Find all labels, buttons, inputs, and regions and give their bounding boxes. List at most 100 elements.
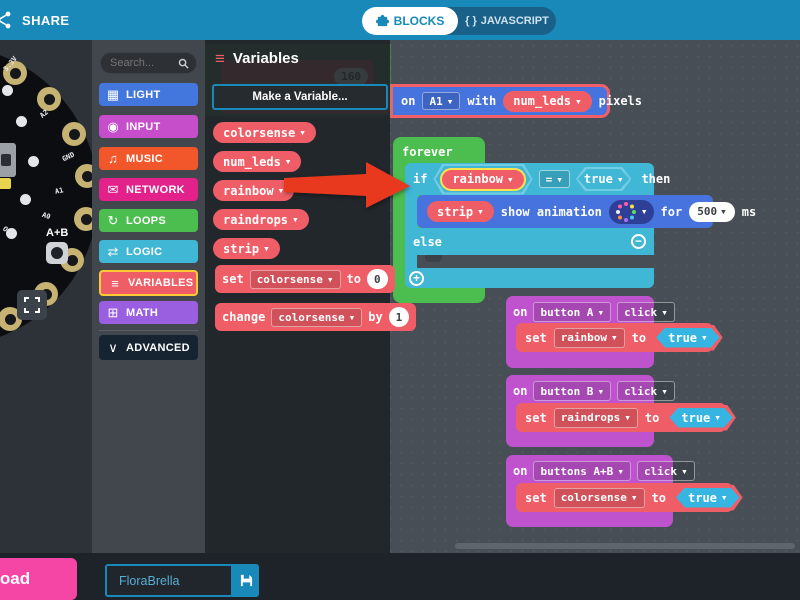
chevron-down-icon: ▾ — [597, 384, 605, 398]
variables-lines-icon: ≡ — [111, 275, 119, 291]
animation-dropdown[interactable]: ▾ — [608, 199, 654, 224]
chevron-down-icon: ▾ — [284, 155, 292, 168]
set-variable-dropdown[interactable]: raindrops ▾ — [553, 407, 638, 428]
bottom-bar: Download — [0, 553, 800, 600]
block-set-rainbow[interactable]: set rainbow ▾ to true ▾ — [516, 323, 713, 352]
search-input[interactable] — [108, 56, 178, 70]
variables-flyout-content: ≡ Variables Make a Variable... colorsens… — [205, 40, 417, 553]
variable-strip-pill[interactable]: strip ▾ — [427, 201, 494, 222]
header-bar: SHARE BLOCKS { } JAVASCRIPT — [0, 0, 800, 40]
sidebar-item-math[interactable]: ⊞ MATH — [99, 301, 198, 324]
variable-pill-rainbow[interactable]: rainbow ▾ — [213, 180, 295, 201]
event-source-dropdown[interactable]: button B ▾ — [533, 381, 612, 401]
sidebar-item-light[interactable]: ▦ LIGHT — [99, 83, 198, 106]
true-dropdown[interactable]: true ▾ — [656, 328, 720, 348]
tab-blocks[interactable]: BLOCKS — [362, 7, 458, 35]
event-source-dropdown[interactable]: buttons A+B ▾ — [533, 461, 631, 481]
neopixel-led — [2, 85, 13, 96]
block-if-bottom-row[interactable]: + — [405, 268, 654, 288]
sidebar-item-variables-selected[interactable]: ≡ VARIABLES — [99, 270, 198, 296]
board-pad[interactable] — [0, 307, 22, 331]
set-variable-dropdown[interactable]: colorsense ▾ — [249, 269, 341, 289]
block-set-colorsense[interactable]: set colorsense ▾ to true ▾ — [516, 483, 733, 512]
sidebar-item-loops[interactable]: ↻ LOOPS — [99, 209, 198, 232]
block-set-variable[interactable]: set colorsense ▾ to 0 — [215, 265, 395, 293]
variable-num-leds-pill[interactable]: num_leds ▾ — [503, 90, 592, 112]
chevron-down-icon: ▾ — [575, 94, 582, 108]
block-if-row[interactable]: if rainbow ▾ = ▾ true ▾ then — [405, 163, 670, 195]
project-name-widget — [105, 564, 259, 597]
chevron-down-icon: ▾ — [292, 213, 299, 226]
if-left-spine — [405, 195, 418, 228]
variable-pill-num-leds[interactable]: num_leds ▾ — [213, 151, 302, 172]
save-button[interactable] — [233, 564, 259, 597]
variables-category-icon: ≡ — [215, 49, 225, 68]
pin-dropdown[interactable]: A1 ▾ — [422, 92, 461, 110]
ab-button[interactable] — [46, 242, 68, 264]
math-calculator-icon: ⊞ — [107, 305, 119, 320]
else-slot-gap — [417, 255, 654, 268]
chevron-down-icon: ▾ — [277, 184, 285, 197]
chevron-down-icon: ▾ — [507, 172, 514, 186]
value-input[interactable]: 1 — [388, 307, 410, 327]
variable-pill-strip[interactable]: strip ▾ — [213, 238, 280, 259]
event-type-dropdown[interactable]: click ▾ — [617, 302, 675, 322]
set-variable-dropdown[interactable]: rainbow ▾ — [553, 327, 625, 348]
board-pad[interactable] — [3, 61, 27, 85]
horizontal-scrollbar[interactable] — [455, 543, 795, 549]
minus-icon: − — [634, 233, 642, 248]
event-source-dropdown[interactable]: button A ▾ — [533, 302, 612, 322]
sidebar-item-network[interactable]: ✉ NETWORK — [99, 178, 198, 201]
operator-dropdown[interactable]: = ▾ — [538, 170, 570, 188]
project-name-input[interactable] — [105, 564, 233, 597]
board-pad[interactable] — [74, 207, 92, 231]
chevron-down-icon: ▾ — [597, 305, 605, 319]
share-button[interactable]: SHARE — [0, 10, 70, 30]
make-variable-button[interactable]: Make a Variable... — [212, 84, 388, 110]
true-value-socket: true ▾ — [673, 485, 743, 511]
plus-icon: + — [412, 270, 420, 285]
download-button[interactable]: Download — [0, 558, 77, 600]
chevron-down-icon: ▾ — [477, 205, 484, 218]
slide-switch[interactable] — [0, 143, 16, 177]
board-pad[interactable] — [75, 164, 92, 188]
chevron-down-icon: ▾ — [661, 305, 668, 319]
set-variable-dropdown[interactable]: colorsense ▾ — [553, 487, 645, 508]
network-chat-icon: ✉ — [107, 182, 119, 197]
value-input[interactable]: 0 — [367, 269, 388, 289]
neopixel-led — [16, 116, 27, 127]
true-dropdown[interactable]: true ▾ — [583, 172, 624, 186]
braces-icon: { } — [465, 15, 477, 27]
sidebar-item-input[interactable]: ◉ INPUT — [99, 115, 198, 138]
sidebar-item-logic[interactable]: ⇄ LOGIC — [99, 240, 198, 263]
chevron-down-icon: ▾ — [556, 172, 563, 186]
duration-dropdown[interactable]: 500 ▾ — [689, 201, 735, 222]
variable-pill-raindrops[interactable]: raindrops ▾ — [213, 209, 309, 230]
variable-rainbow-pill-highlighted[interactable]: rainbow ▾ — [440, 168, 525, 191]
event-type-dropdown[interactable]: click ▾ — [617, 381, 675, 401]
board-pad[interactable] — [62, 122, 86, 146]
block-set-raindrops[interactable]: set raindrops ▾ to true ▾ — [516, 403, 726, 432]
sidebar-item-advanced[interactable]: ∨ ADVANCED — [99, 335, 198, 360]
true-dropdown[interactable]: true ▾ — [676, 488, 740, 508]
block-else-row[interactable]: else − — [405, 228, 654, 255]
block-show-animation[interactable]: strip ▾ show animation ▾ for 500 ▾ ms — [417, 195, 756, 228]
neopixel-led — [20, 194, 31, 205]
block-change-variable[interactable]: change colorsense ▾ by 1 — [215, 303, 417, 331]
true-dropdown[interactable]: true ▾ — [669, 408, 733, 428]
input-target-icon: ◉ — [107, 119, 119, 134]
change-variable-dropdown[interactable]: colorsense ▾ — [271, 307, 363, 327]
fullscreen-button[interactable] — [17, 290, 47, 320]
sidebar-item-music[interactable]: ♫ MUSIC — [99, 147, 198, 170]
tab-javascript[interactable]: { } JAVASCRIPT — [465, 15, 549, 27]
variable-pill-colorsense[interactable]: colorsense ▾ — [213, 122, 316, 143]
search-box[interactable] — [100, 52, 197, 74]
collapse-else-button[interactable]: − — [631, 234, 646, 249]
board-pad[interactable] — [37, 87, 61, 111]
block-create-strip[interactable]: on A1 ▾ with num_leds ▾ pixels — [390, 84, 642, 118]
chevron-down-icon: ▾ — [263, 242, 270, 255]
neopixel-led — [6, 228, 17, 239]
expand-if-button[interactable]: + — [409, 270, 424, 286]
event-type-dropdown[interactable]: click ▾ — [636, 461, 695, 481]
